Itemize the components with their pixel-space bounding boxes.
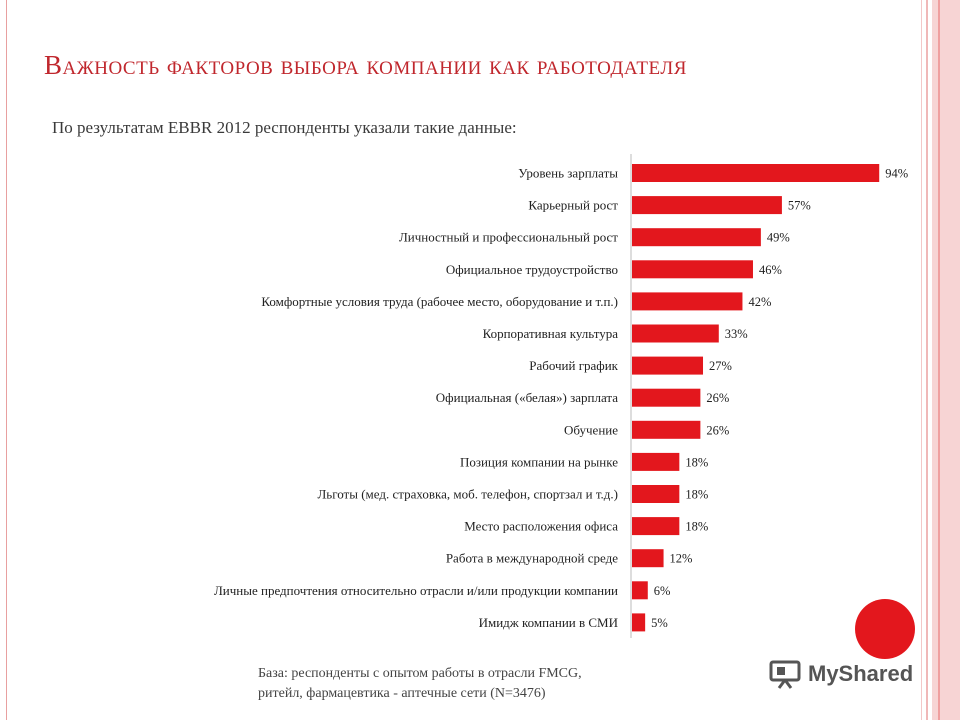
bar [632,485,680,503]
slide-frame-right-line [926,0,928,720]
data-label: 46% [759,263,782,277]
slide-frame-right-strip [932,0,960,720]
bar-chart: Уровень зарплаты 94% Карьерный рост 57% Личн… [214,154,908,638]
category-label: Рабочий график [529,358,618,373]
data-label: 6% [654,584,671,598]
watermark: MyShared [768,656,913,692]
bar [632,228,761,247]
bar [632,356,704,375]
slide-frame-left-line [6,0,7,720]
data-label: 5% [651,616,668,630]
data-label: 27% [709,359,732,373]
data-label: 18% [685,520,708,534]
category-label: Место расположения офиса [464,519,618,534]
watermark-text: MyShared [808,661,914,686]
bar [632,388,701,407]
slide-frame-right-line [921,0,922,720]
footnote-line: База: респонденты с опытом работы в отра… [258,666,582,681]
category-label: Карьерный рост [528,198,618,213]
bar [632,196,782,215]
category-label: Позиция компании на рынке [460,454,618,469]
bar [632,292,743,311]
category-label: Имидж компании в СМИ [479,615,618,630]
category-label: Официальное трудоустройство [446,262,618,277]
data-label: 49% [767,231,790,245]
category-label: Комфортные условия труда (рабочее место,… [261,294,618,309]
bar [632,613,646,632]
decorative-red-circle [855,599,915,659]
bar [632,517,680,536]
slide-title: Важность факторов выбора компании как ра… [44,50,687,80]
category-label: Корпоративная культура [483,326,619,341]
slide-subtitle: По результатам EBBR 2012 респонденты ука… [52,118,517,137]
bar [632,164,880,182]
slide-frame-right-line [938,0,940,720]
bar [632,260,753,279]
category-label: Личные предпочтения относительно отрасли… [214,583,618,598]
data-label: 33% [725,327,748,341]
bar [632,324,719,343]
category-label: Официальная («белая») зарплата [436,390,618,405]
data-label: 26% [706,423,729,437]
category-label: Уровень зарплаты [518,166,618,181]
presentation-board-icon [769,660,801,689]
category-label: Льготы (мед. страховка, моб. телефон, сп… [317,487,618,502]
data-label: 12% [670,552,693,566]
footnote-line: ритейл, фармацевтика - аптечные сети (N=… [258,686,546,701]
bar [632,420,701,439]
data-label: 26% [706,391,729,405]
data-label: 18% [685,455,708,469]
footnote: База: респонденты с опытом работы в отра… [258,664,582,704]
bar [632,452,680,471]
category-label: Обучение [564,422,618,437]
data-label: 94% [885,167,908,181]
data-label: 57% [788,199,811,213]
category-label: Работа в международной среде [446,551,618,566]
bar [632,581,648,600]
data-label: 42% [748,295,771,309]
category-label: Личностный и профессиональный рост [399,230,618,245]
bar [632,549,664,568]
data-label: 18% [685,488,708,502]
